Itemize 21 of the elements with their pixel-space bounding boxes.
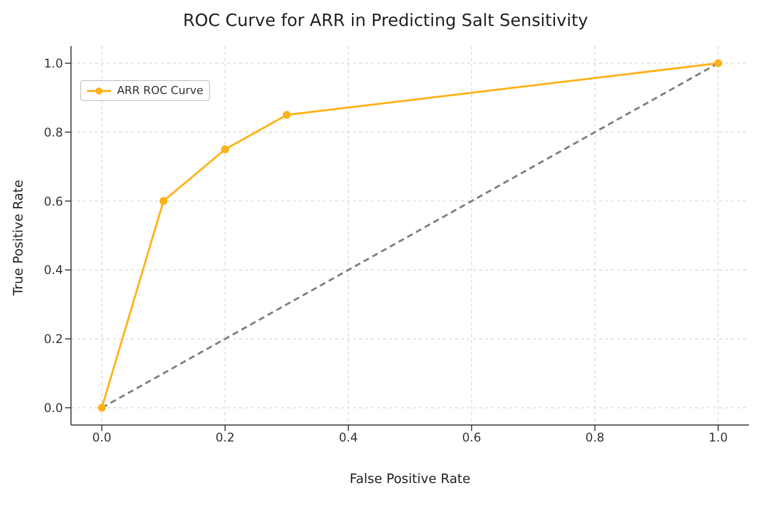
y-tick-label: 0.4 — [44, 263, 63, 278]
y-tick-label: 0.0 — [44, 401, 63, 416]
y-tick-label: 0.8 — [44, 125, 63, 140]
legend-label: ARR ROC Curve — [117, 84, 204, 97]
chart-title: ROC Curve for ARR in Predicting Salt Sensitivity — [182, 10, 590, 33]
x-tick-label: 0.4 — [338, 430, 358, 445]
point — [282, 110, 291, 119]
y-tick-label: 1.0 — [44, 56, 63, 70]
point — [159, 197, 168, 206]
point — [98, 404, 106, 412]
y-axis-title: True Positive Rate — [12, 180, 27, 296]
x-tick-label: 0.2 — [216, 430, 235, 445]
x-tick-label: 1.0 — [708, 430, 728, 445]
y-tick-label: 0.6 — [44, 194, 63, 208]
y-tick-label: 0.2 — [44, 332, 63, 346]
x-tick-label: 0.0 — [92, 430, 112, 445]
x-tick-label: 0.6 — [462, 430, 482, 445]
x-axis-title: False Positive Rate — [350, 472, 470, 487]
x-tick-label: 0.8 — [585, 430, 604, 445]
point — [714, 59, 722, 68]
point — [221, 145, 230, 154]
